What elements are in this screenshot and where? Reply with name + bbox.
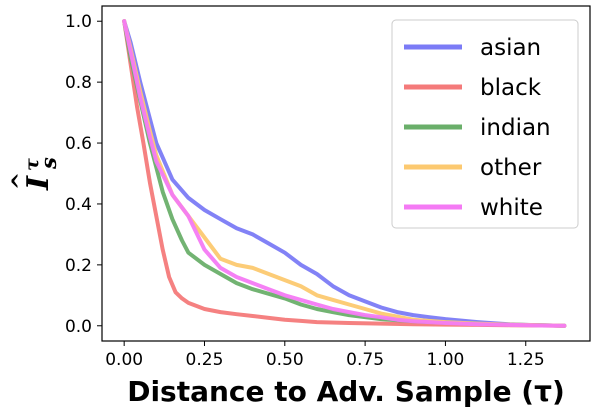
x-tick-label: 1.00 [427, 350, 465, 370]
x-tick-label: 0.25 [186, 350, 224, 370]
y-tick-label: 0.2 [65, 256, 92, 276]
x-axis-label: Distance to Adv. Sample (τ) [127, 375, 565, 408]
series-line-black [122, 19, 567, 328]
y-axis: 0.0 0.2 0.4 0.6 0.8 1.0 [65, 12, 102, 337]
legend-label-white: white [480, 195, 543, 221]
legend-items: asian black indian other white [404, 35, 551, 221]
x-tick-label: 0.75 [346, 350, 384, 370]
series-line-white [122, 19, 567, 328]
y-axis-label-base: I [21, 175, 56, 191]
x-tick-label: 0.00 [105, 350, 143, 370]
legend-label-asian: asian [480, 35, 541, 61]
y-tick-label: 0.0 [65, 317, 92, 337]
y-axis-label-hat: ^ [8, 172, 34, 190]
y-tick-label: 0.8 [65, 73, 92, 93]
y-axis-label-sup: τ [21, 158, 43, 171]
y-axis-label-sub: s [36, 157, 61, 170]
x-axis: 0.00 0.25 0.50 0.75 1.00 1.25 [105, 341, 545, 370]
y-tick-label: 0.6 [65, 134, 92, 154]
legend-label-other: other [480, 155, 542, 181]
y-tick-label: 1.0 [65, 12, 92, 32]
legend-label-indian: indian [480, 115, 551, 141]
x-tick-label: 1.25 [507, 350, 545, 370]
y-tick-label: 0.4 [65, 195, 92, 215]
axes-frame [101, 5, 591, 342]
legend: asian black indian other white [391, 19, 579, 229]
plot-lines [122, 19, 567, 328]
legend-label-black: black [480, 75, 542, 101]
y-axis-label: I ^ s τ [8, 157, 61, 191]
x-tick-label: 0.50 [266, 350, 304, 370]
legend-box [391, 19, 579, 229]
